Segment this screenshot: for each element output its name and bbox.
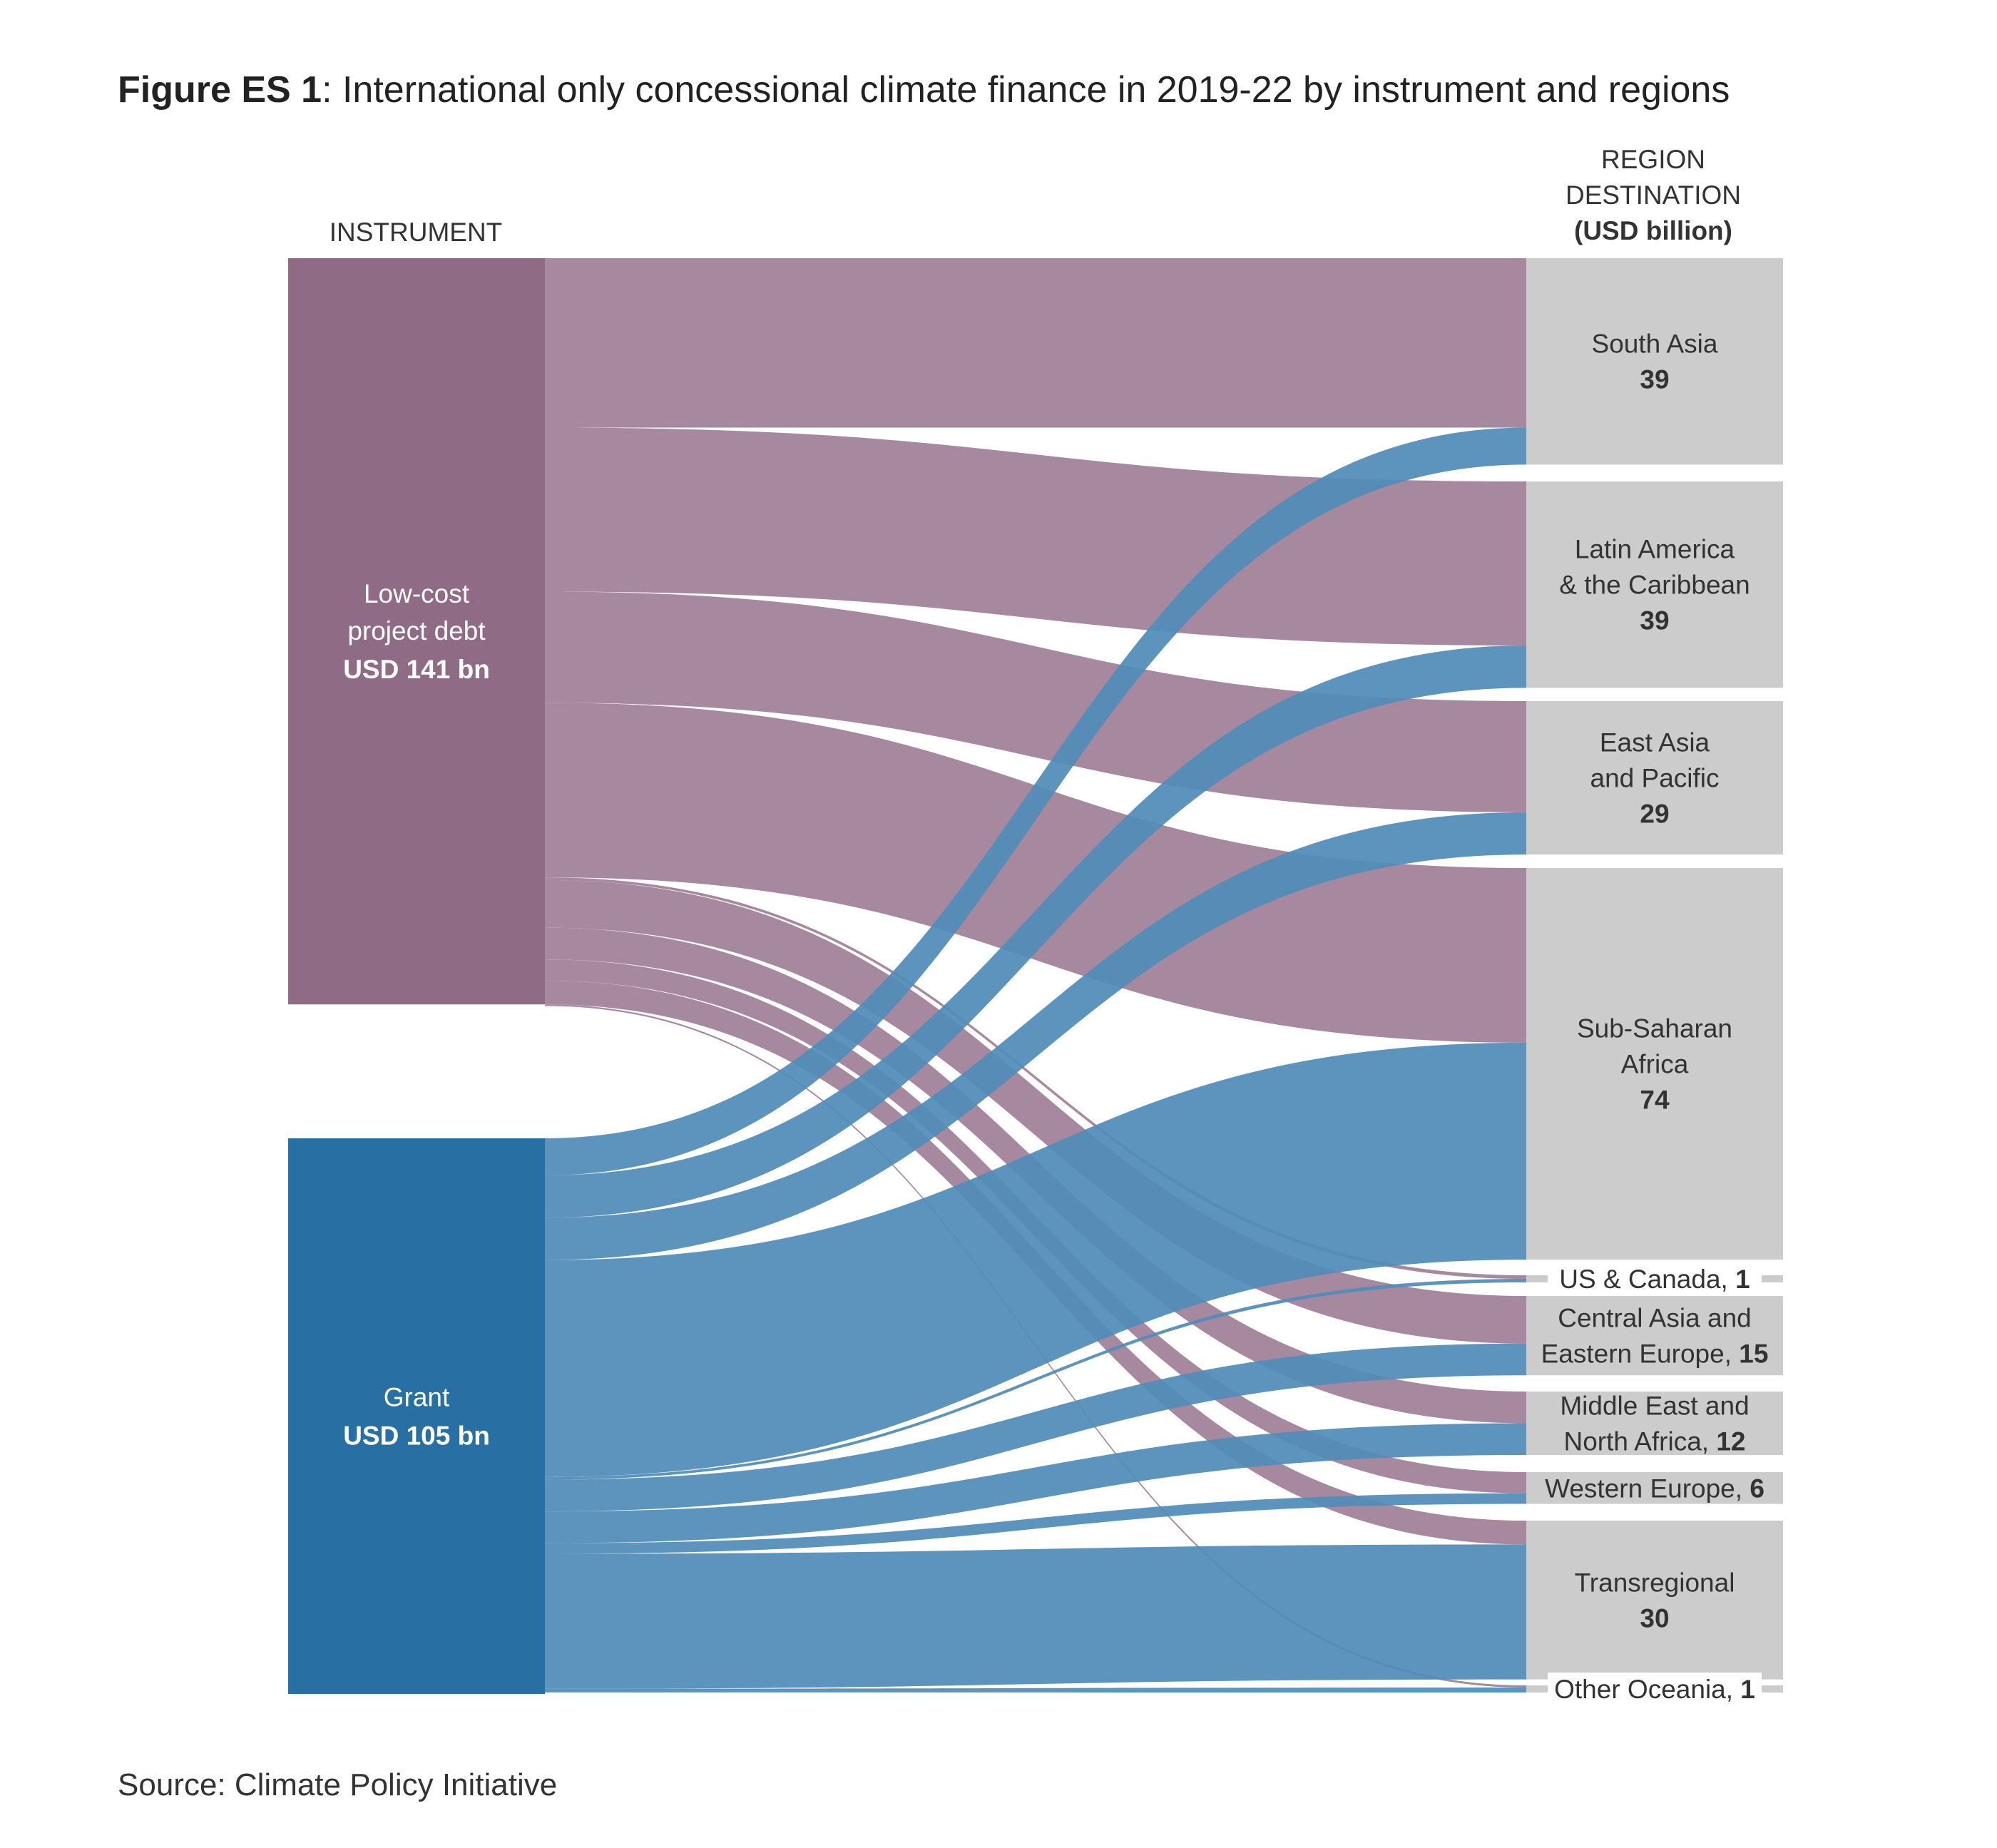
flow-debt-east_asia [545, 591, 1526, 812]
target-node-w_europe [1526, 1472, 1783, 1504]
target-label-ssa: Africa [1621, 1050, 1689, 1079]
target-value-east_asia: 29 [1640, 800, 1669, 829]
flow-grant-latam [545, 645, 1526, 1218]
target-value-ssa: 74 [1640, 1086, 1670, 1115]
target-label-mena: Middle East and [1560, 1392, 1749, 1421]
target-label-mena: North Africa, 12 [1563, 1427, 1745, 1456]
target-label-oceania: Other Oceania, 1 [1554, 1675, 1755, 1704]
target-value-oceania: 1 [1740, 1675, 1755, 1704]
flow-debt-us_canada [545, 877, 1526, 1279]
target-node-latam [1526, 481, 1783, 688]
flow-grant-w_europe [545, 1493, 1526, 1554]
flow-grant-ssa [545, 1042, 1526, 1477]
chart-title: Figure ES 1: International only concessi… [118, 68, 1730, 111]
label-backdrop [1548, 1673, 1762, 1705]
source-node-debt [288, 258, 545, 1005]
flow-grant-east_asia [545, 812, 1526, 1260]
target-label-ca_ee: Central Asia and [1558, 1304, 1752, 1333]
region-header-line2: DESTINATION [1566, 180, 1741, 210]
target-label-w_europe: Western Europe, 6 [1545, 1474, 1764, 1503]
target-node-east_asia [1526, 701, 1783, 855]
flow-grant-us_canada [545, 1279, 1526, 1480]
region-header-line1: REGION [1601, 145, 1705, 174]
source-value-debt: USD 141 bn [343, 655, 490, 684]
chart-title-text: : International only concessional climat… [322, 69, 1730, 111]
target-label-us_canada: US & Canada, 1 [1559, 1265, 1750, 1294]
source-value-grant: USD 105 bn [343, 1421, 490, 1451]
source-note: Source: Climate Policy Initiative [118, 1767, 558, 1802]
target-node-ca_ee [1526, 1296, 1783, 1376]
source-label-debt: project debt [347, 616, 486, 645]
target-value-south_asia: 39 [1640, 365, 1669, 394]
target-label-ssa: Sub-Saharan [1577, 1014, 1732, 1043]
target-node-south_asia [1526, 258, 1783, 465]
target-value-w_europe: 6 [1750, 1474, 1764, 1503]
nodes-layer [288, 258, 1783, 1695]
source-label-debt: Low-cost [364, 579, 470, 608]
target-value-ca_ee: 15 [1739, 1339, 1768, 1369]
flow-grant-mena [545, 1423, 1526, 1543]
labels-layer: INSTRUMENT REGION DESTINATION (USD billi… [330, 145, 1769, 1705]
target-value-us_canada: 1 [1735, 1265, 1750, 1294]
flow-debt-latam [545, 427, 1526, 646]
target-label-transregional: Transregional [1575, 1568, 1735, 1597]
label-backdrop [1548, 1262, 1762, 1295]
flows-layer [545, 258, 1526, 1693]
source-node-grant [288, 1138, 545, 1695]
target-label-latam: Latin America [1575, 535, 1735, 564]
flow-debt-ssa [545, 703, 1526, 1043]
target-label-ca_ee: Eastern Europe, 15 [1541, 1339, 1769, 1369]
flow-grant-oceania [545, 1688, 1526, 1693]
target-node-ssa [1526, 868, 1783, 1260]
target-node-transregional [1526, 1521, 1783, 1680]
flow-grant-south_asia [545, 427, 1526, 1175]
flow-debt-south_asia [545, 258, 1526, 428]
flow-grant-transregional [545, 1544, 1526, 1689]
target-value-latam: 39 [1640, 606, 1669, 635]
target-node-mena [1526, 1392, 1783, 1456]
region-header-line3: (USD billion) [1574, 216, 1732, 245]
flow-grant-ca_ee [545, 1343, 1526, 1512]
source-label-grant: Grant [384, 1383, 450, 1412]
target-label-south_asia: South Asia [1592, 330, 1718, 359]
flow-debt-ca_ee [545, 879, 1526, 1344]
target-label-east_asia: East Asia [1600, 728, 1710, 757]
target-value-mena: 12 [1716, 1427, 1745, 1456]
instrument-header: INSTRUMENT [330, 218, 503, 247]
target-label-east_asia: and Pacific [1590, 764, 1720, 793]
chart-title-prefix: Figure ES 1 [118, 69, 322, 111]
target-value-transregional: 30 [1640, 1603, 1669, 1633]
target-label-latam: & the Caribbean [1559, 571, 1750, 600]
